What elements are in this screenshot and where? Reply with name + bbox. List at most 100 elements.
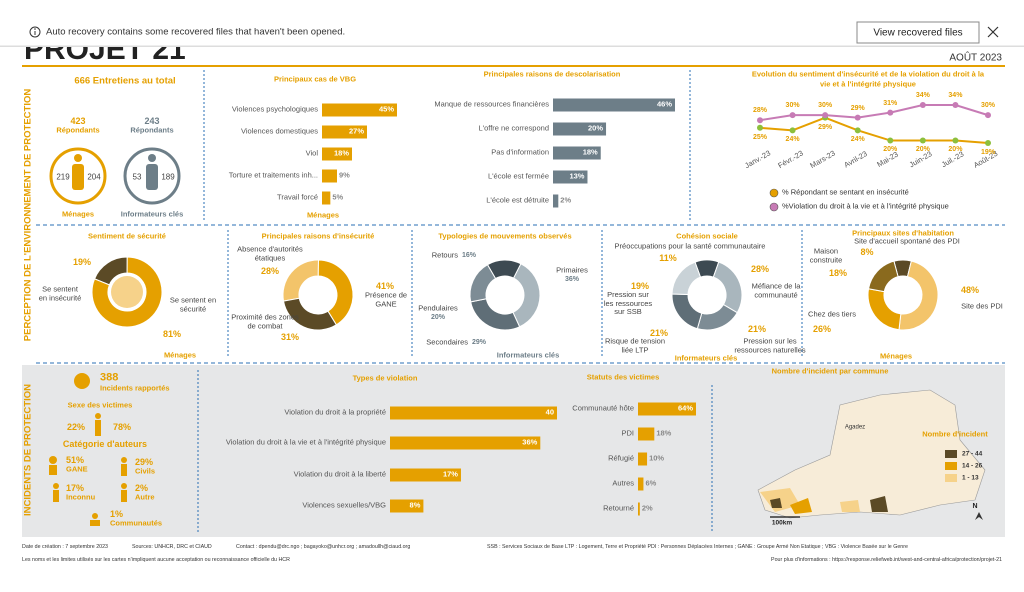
segment-label: Pression sur les ressources naturelles [734,336,806,354]
bar [638,402,696,416]
line [759,104,989,122]
bar [638,477,644,491]
segment-value: 21% [747,323,766,334]
donut-segment [671,293,703,330]
panel-footer: Informateurs clés [674,353,738,363]
legend-swatch [769,188,779,198]
point [854,127,861,134]
close-button[interactable] [987,26,999,38]
author-value: 1% [110,508,124,519]
panel-title: Principales raisons de descolarisation [483,69,621,79]
bar [390,436,541,450]
segment-value: 18% [828,267,847,278]
bar-category: Retourné [603,503,634,513]
legend-swatch [945,450,957,458]
bar-category: Violences sexuelles/VBG [302,500,386,510]
panel-title: Sentiment de sécurité [88,231,166,241]
author-label: Communautés [110,518,163,528]
author-value: 2% [135,482,149,493]
count: 243 [144,115,160,126]
segment-value: 11% [659,252,677,263]
author-label: Inconnu [66,492,96,502]
donut-segment [317,259,354,326]
bar [390,499,424,513]
bar [390,406,557,420]
bar-value: 20% [588,123,604,133]
bar-value: 40 [545,407,554,417]
bar [322,125,367,139]
bar-category: Pas d'information [491,147,549,157]
segment-label: Site d'accueil spontané des PDI [854,236,960,246]
segment-label: Retours [431,250,458,260]
women: 204 [87,172,101,182]
panel-footer: Informateurs clés [496,350,560,360]
bar-value: 18% [333,148,349,158]
segment-label: Proximité des zones de combat [231,312,299,330]
section-title: Sexe des victimes [67,400,133,410]
segment-value: 36% [564,275,579,283]
segment-value: 21% [649,327,668,338]
segment-value: 8% [860,246,874,257]
point [919,102,926,108]
bar-value: 18% [656,428,672,438]
group: Informateurs clés [120,209,184,219]
point [985,112,991,119]
bar-value: 18% [582,147,598,157]
point [985,140,991,146]
legend-label: %Violation du droit à la vie et à l'inté… [782,201,949,211]
count-label: Répondants [56,125,100,135]
donut-segment [282,297,338,331]
point-label: 30% [980,102,995,110]
men: 219 [56,172,70,182]
point-label: 24% [785,136,800,144]
point [757,124,763,131]
bar [322,191,331,205]
bar-category: Violation du droit à la propriété [284,407,386,417]
button-label[interactable]: View recovered files [873,27,963,39]
donut-segment [512,263,541,328]
donut-segment [867,288,902,331]
point-label: 28% [752,107,767,115]
bar-category: PDI [621,428,634,438]
legend-title: Nombre d'incident [922,429,988,439]
point-label: 30% [818,102,833,110]
women: 189 [161,172,175,182]
sex-value: 78% [112,421,131,432]
point-label: 19% [980,148,995,156]
panel-title: Typologies de mouvements observés [438,231,572,241]
segment-label: Site des PDI [961,301,1003,311]
segment-value: 28% [750,263,769,274]
segment-value: 20% [430,313,445,321]
point-label: 31% [883,99,898,107]
count: 423 [70,115,86,126]
panel-title: Principales raisons d'insécurité [261,231,375,241]
point-label: 29% [818,123,833,131]
bar-value: 9% [339,170,350,180]
author-value: 17% [66,482,85,493]
footer-text: Pour plus d'informations : https://respo… [771,556,1002,563]
bar-value: 46% [656,99,672,109]
panel-title: Types de violation [352,373,418,383]
segment-value: 29% [472,338,487,346]
author-label: GANE [66,464,88,474]
north-label: N [972,502,978,510]
segment-label: Chez des tiers [808,309,856,319]
incident-label: Incidents rapportés [100,383,170,393]
notification-message: Auto recovery contains some recovered fi… [46,26,346,38]
point-label: 20% [948,146,963,154]
legend-swatch [945,462,957,470]
footer-text: Les noms et les limites utilisés sur les… [22,556,290,563]
bar [553,194,559,208]
footer-text: Sources: UNHCR, DRC et CIAUD [132,543,212,550]
view-recovered-button[interactable] [856,21,980,44]
donut-segment [282,259,319,302]
bar-value: 6% [645,478,657,488]
point-label: 20% [915,146,930,154]
bar [553,122,607,136]
segment-value: 19% [72,256,91,267]
panel-footer: Ménages [163,350,197,360]
point-label: 34% [915,91,930,99]
bar-category: Réfugié [608,453,634,463]
donut-segment [469,264,497,303]
